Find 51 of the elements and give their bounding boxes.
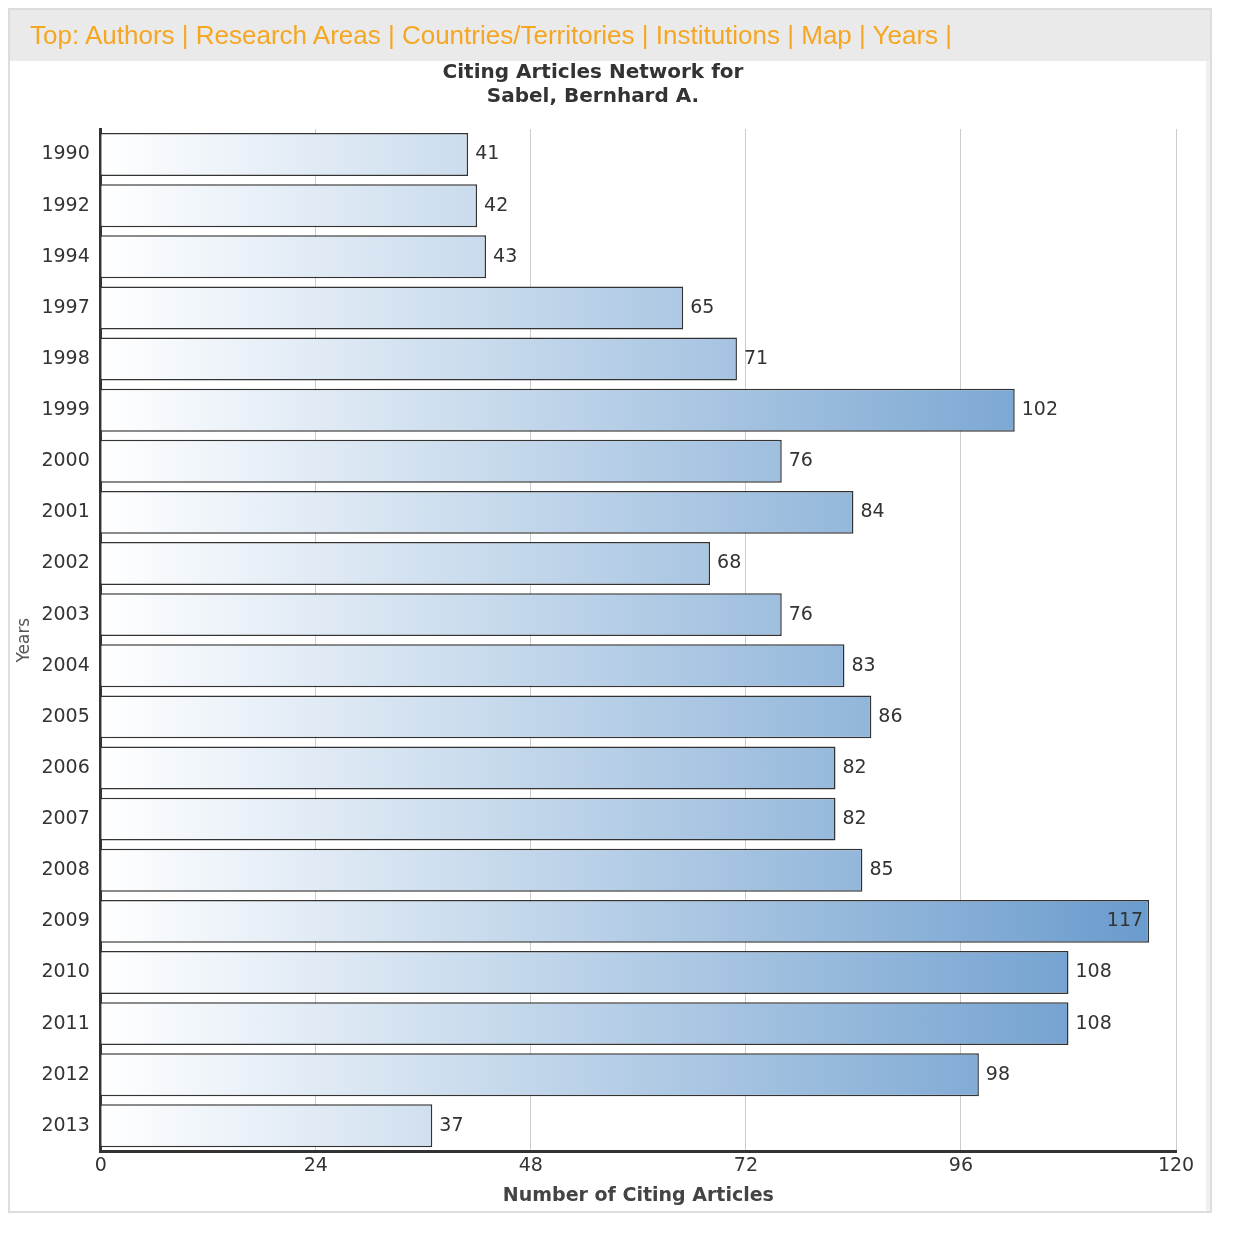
x-tick-label: 48 [518,1152,543,1175]
data-label: 37 [439,1112,464,1135]
y-tick-label: 1994 [41,243,90,266]
y-tick-label: 2001 [41,499,90,522]
y-tick-label: 2012 [41,1061,90,1084]
data-label: 98 [985,1061,1011,1084]
data-label: 84 [860,499,885,522]
y-tick-label: 1990 [41,141,90,164]
text: Sabel, Bernhard A. [486,83,700,108]
y-tick-label: 2010 [41,959,90,982]
y-tick-label: 2011 [41,1010,90,1033]
y-tick-label: 2002 [41,550,90,573]
data-label: 42 [484,192,509,215]
text: Citing Articles Network for [442,59,744,84]
data-label: 82 [842,806,867,829]
data-label: 76 [788,601,813,624]
data-label: 41 [475,141,500,164]
y-tick-label: 2008 [41,857,90,880]
y-axis-title: Years [12,617,33,664]
y-tick-label: 1992 [41,192,90,215]
x-tick-label: 96 [948,1152,974,1175]
y-tick-label: 2005 [41,703,90,726]
y-tick-label: 2009 [41,908,90,931]
x-tick-label: 24 [303,1152,328,1175]
x-tick-label: 72 [733,1152,758,1175]
data-label: 68 [717,550,742,573]
y-tick-label: 1997 [41,294,90,317]
data-label: 43 [493,243,518,266]
data-label: 76 [788,448,813,471]
data-label: 102 [1021,397,1058,420]
y-tick-label: 2003 [41,601,90,624]
y-tick-label: 2000 [41,448,90,471]
x-tick-label: 120 [1157,1152,1195,1175]
data-label: 85 [869,857,894,880]
y-tick-label: 1998 [41,345,90,368]
data-label: 108 [1075,959,1112,982]
data-label: 117 [1106,908,1144,931]
data-label: 82 [842,754,867,777]
data-label: 65 [690,294,715,317]
data-label: 71 [743,345,769,368]
x-axis-title: Number of Citing Articles [502,1182,774,1205]
y-tick-label: 2004 [41,652,90,675]
y-tick-label: 2006 [41,754,90,777]
text: Top: Authors | Research Areas | Countries/Territories | Institutions | Map | Years | [10,10,1210,61]
data-label: 83 [851,652,876,675]
y-tick-label: 2007 [41,806,90,829]
data-label: 108 [1075,1010,1112,1033]
y-tick-label: 1999 [41,397,90,420]
data-label: 86 [878,703,903,726]
x-tick-label: 0 [94,1152,107,1175]
y-tick-label: 2013 [41,1112,90,1135]
